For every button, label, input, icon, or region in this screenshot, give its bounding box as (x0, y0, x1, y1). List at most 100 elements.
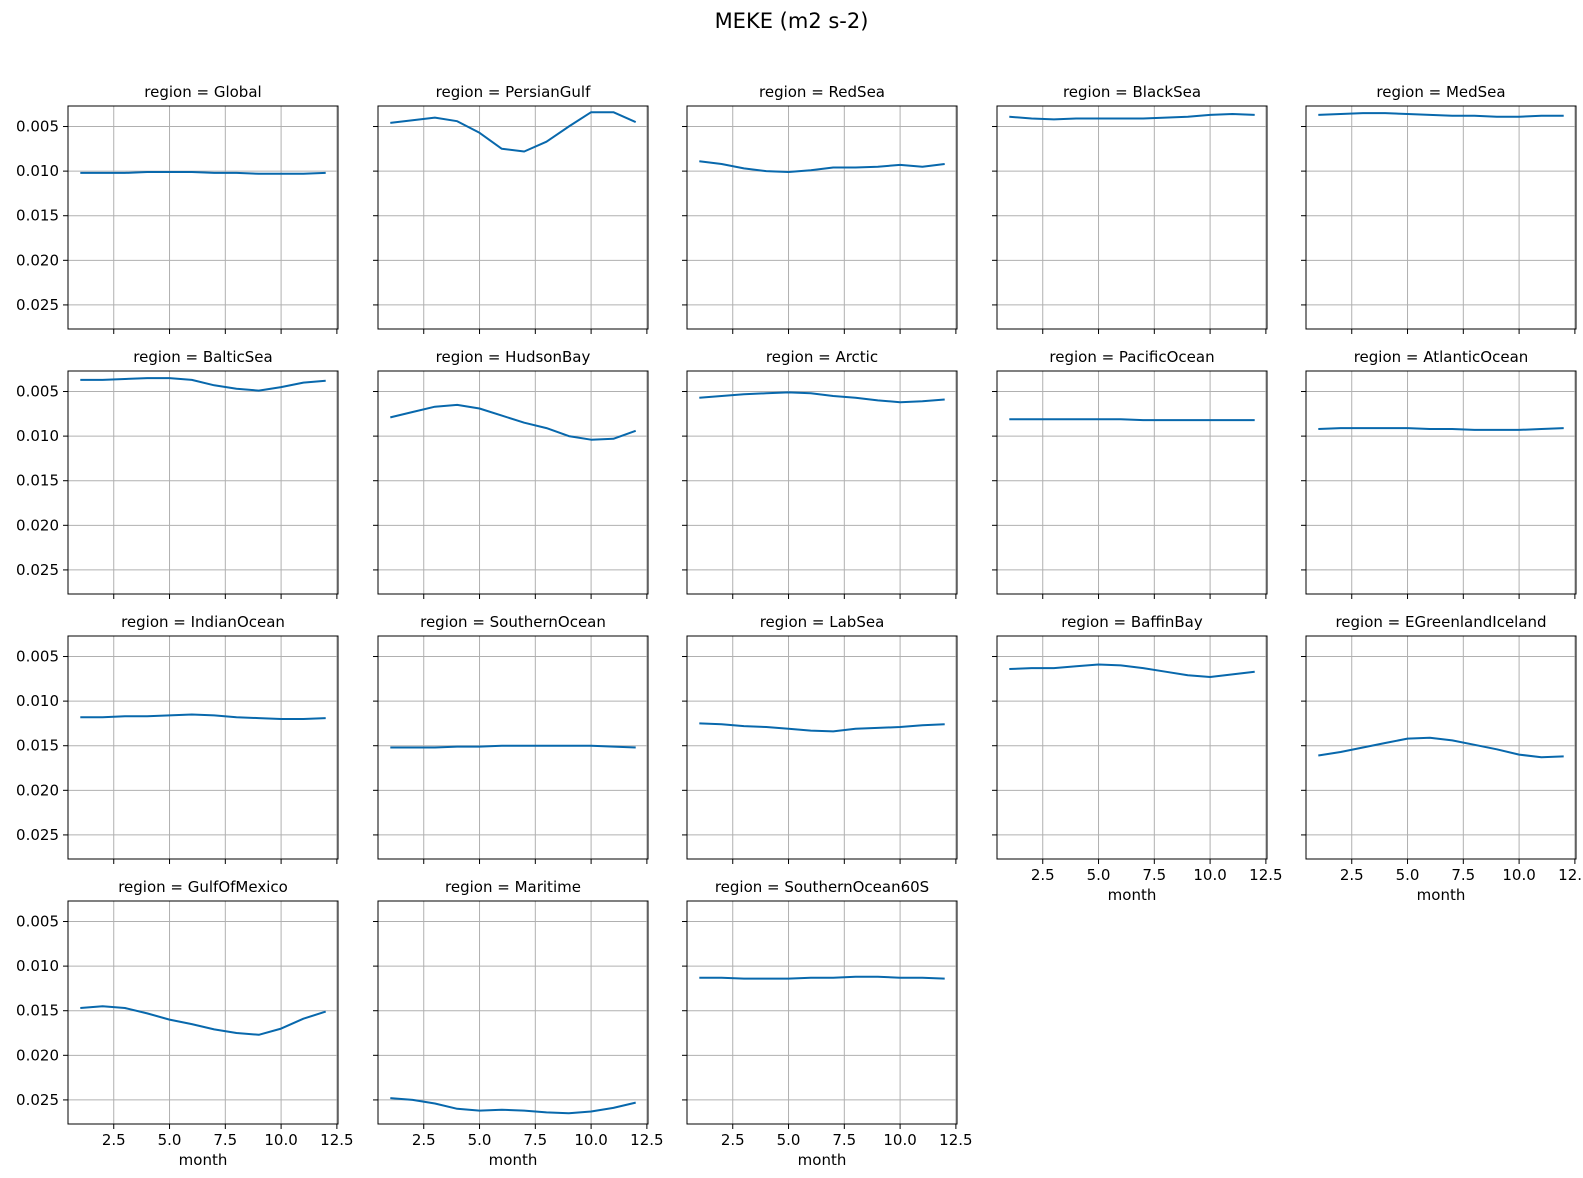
series-line (390, 744, 636, 749)
y-tick-label: 0.025 (16, 561, 59, 579)
panel: region = HudsonBay (373, 348, 649, 599)
series-line (699, 160, 945, 173)
series-line (390, 403, 637, 441)
x-tick-label: 2.5 (412, 1131, 436, 1149)
x-axis-label: month (1417, 886, 1466, 904)
series-line (1318, 427, 1564, 431)
y-tick-label: 0.025 (16, 296, 59, 314)
x-axis-label: month (489, 1151, 538, 1169)
series-line (699, 391, 945, 404)
series-line (699, 722, 945, 733)
panel: 0.005 0.010 0.015 0.020 0.025 2.5 5.0 7.5 10.0 12… (16, 878, 354, 1169)
x-tick-label: 12.5 (630, 1131, 663, 1149)
panel-title: region = SouthernOcean60S (715, 878, 929, 896)
x-tick-label: 2.5 (102, 1131, 126, 1149)
panel-title: region = BaffinBay (1061, 613, 1203, 631)
axes-frame (686, 105, 958, 330)
y-tick-label: 0.005 (16, 383, 59, 401)
series-line (1009, 418, 1255, 422)
axes-frame (996, 105, 1268, 330)
series-line (390, 111, 637, 153)
axes-frame (377, 900, 649, 1125)
series-line (1318, 112, 1564, 118)
x-tick-label: 7.5 (523, 1131, 547, 1149)
axes-frame (686, 900, 958, 1125)
panel-title: region = EGreenlandIceland (1335, 613, 1546, 631)
axes-frame (67, 105, 339, 330)
panel-title: region = SouthernOcean (420, 613, 606, 631)
y-tick-label: 0.010 (16, 957, 59, 975)
x-tick-label: 10.0 (574, 1131, 607, 1149)
series-line (1009, 663, 1255, 678)
y-tick-label: 0.005 (16, 648, 59, 666)
panel: region = LabSea (682, 613, 958, 864)
panel: 0.005 0.010 0.015 0.020 0.025 region = Global (16, 83, 339, 334)
y-tick-label: 0.025 (16, 1091, 59, 1109)
x-tick-label: 5.0 (1396, 866, 1420, 884)
x-tick-label: 12.5 (1249, 866, 1282, 884)
panel-title: region = Maritime (445, 878, 581, 896)
x-tick-label: 10.0 (1193, 866, 1226, 884)
series-line (80, 377, 326, 392)
panel: region = PersianGulf (373, 83, 649, 334)
panel: 0.005 0.010 0.015 0.020 0.025 region = Baltic… (16, 348, 339, 599)
panel-title: region = LabSea (760, 613, 885, 631)
panel-title: region = AtlanticOcean (1354, 348, 1529, 366)
y-tick-label: 0.010 (16, 427, 59, 445)
panel: region = Arctic (682, 348, 958, 599)
panel: region = AtlanticOcean (1301, 348, 1577, 599)
x-tick-label: 5.0 (468, 1131, 492, 1149)
panel: 2.5 5.0 7.5 10.0 12.5 month region = Maritime (373, 878, 664, 1169)
x-axis-label: month (798, 1151, 847, 1169)
y-tick-label: 0.010 (16, 692, 59, 710)
y-tick-label: 0.025 (16, 826, 59, 844)
y-tick-label: 0.020 (16, 1046, 59, 1064)
series-line (390, 1097, 636, 1115)
x-tick-label: 2.5 (1340, 866, 1364, 884)
series-line (699, 975, 945, 980)
panel-title: region = Global (144, 83, 261, 101)
series-line (1318, 736, 1564, 759)
panel-title: region = PersianGulf (436, 83, 591, 101)
series-line (80, 713, 326, 720)
x-axis-label: month (179, 1151, 228, 1169)
x-tick-label: 10.0 (264, 1131, 297, 1149)
axes-frame (1305, 105, 1577, 330)
axes-frame (67, 900, 339, 1125)
series-line (80, 1005, 327, 1036)
panel-title: region = BalticSea (133, 348, 272, 366)
x-tick-label: 7.5 (213, 1131, 237, 1149)
x-tick-label: 2.5 (721, 1131, 745, 1149)
axes-frame (686, 370, 958, 595)
axes-frame (1305, 635, 1577, 860)
panel: 2.5 5.0 7.5 10.0 12.5 month region = BaffinBay (992, 613, 1283, 904)
axes-frame (377, 105, 649, 330)
panel: region = PacificOcean (992, 348, 1268, 599)
x-tick-label: 5.0 (1087, 866, 1111, 884)
panel-title: region = MedSea (1376, 83, 1505, 101)
x-tick-label: 2.5 (1031, 866, 1055, 884)
panel-grid: 0.005 0.010 0.015 0.020 0.025 region = Global… (16, 83, 1583, 1169)
axes-frame (377, 635, 649, 860)
y-tick-label: 0.005 (16, 913, 59, 931)
panel-title: region = PacificOcean (1049, 348, 1214, 366)
y-tick-label: 0.015 (16, 737, 59, 755)
y-tick-label: 0.015 (16, 472, 59, 490)
y-tick-label: 0.010 (16, 162, 59, 180)
axes-frame (1305, 370, 1577, 595)
x-tick-label: 10.0 (883, 1131, 916, 1149)
figure-title: MEKE (m2 s-2) (715, 9, 869, 33)
panel-title: region = IndianOcean (121, 613, 285, 631)
panel: region = RedSea (682, 83, 958, 334)
series-line (80, 171, 326, 175)
axes-frame (67, 635, 339, 860)
axes-frame (686, 635, 958, 860)
panel-title: region = HudsonBay (436, 348, 591, 366)
panel: region = BlackSea (992, 83, 1268, 334)
x-tick-label: 5.0 (158, 1131, 182, 1149)
panel: 2.5 5.0 7.5 10.0 12.5 month region = EGreenlan… (1301, 613, 1583, 904)
axes-frame (67, 370, 339, 595)
y-tick-label: 0.005 (16, 118, 59, 136)
x-tick-label: 10.0 (1502, 866, 1535, 884)
